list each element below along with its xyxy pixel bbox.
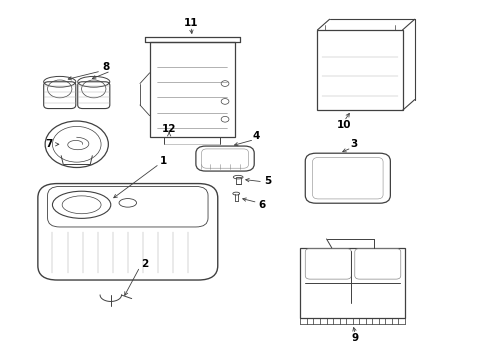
Text: 7: 7 [45, 139, 52, 149]
Text: 4: 4 [252, 131, 260, 141]
Text: 6: 6 [258, 200, 265, 210]
Text: 11: 11 [183, 18, 198, 28]
Bar [235, 177, 240, 184]
Bar [149, 42, 234, 137]
Text: 1: 1 [160, 156, 166, 166]
Text: 8: 8 [102, 63, 109, 72]
Text: 9: 9 [351, 333, 358, 343]
Text: 3: 3 [349, 139, 357, 149]
Text: 10: 10 [336, 120, 351, 130]
Text: 2: 2 [141, 259, 148, 269]
Text: 12: 12 [162, 124, 176, 134]
Bar [300, 248, 404, 318]
Bar [317, 30, 402, 111]
Text: 5: 5 [264, 176, 271, 186]
